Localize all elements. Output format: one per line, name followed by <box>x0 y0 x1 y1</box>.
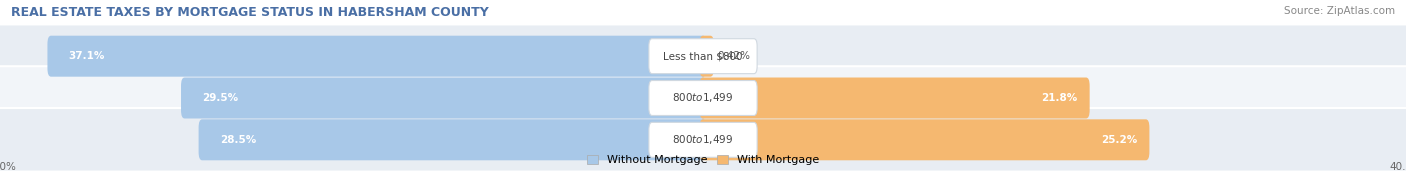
Text: $800 to $1,499: $800 to $1,499 <box>672 133 734 146</box>
Legend: Without Mortgage, With Mortgage: Without Mortgage, With Mortgage <box>588 155 818 165</box>
FancyBboxPatch shape <box>650 39 756 74</box>
FancyBboxPatch shape <box>650 122 756 157</box>
Text: Source: ZipAtlas.com: Source: ZipAtlas.com <box>1284 6 1395 16</box>
FancyBboxPatch shape <box>181 77 707 119</box>
FancyBboxPatch shape <box>198 119 707 160</box>
FancyBboxPatch shape <box>48 36 706 77</box>
Text: Less than $800: Less than $800 <box>664 51 742 61</box>
Text: 29.5%: 29.5% <box>202 93 238 103</box>
FancyBboxPatch shape <box>700 119 1150 160</box>
FancyBboxPatch shape <box>650 81 756 115</box>
Text: REAL ESTATE TAXES BY MORTGAGE STATUS IN HABERSHAM COUNTY: REAL ESTATE TAXES BY MORTGAGE STATUS IN … <box>11 6 489 19</box>
FancyBboxPatch shape <box>700 77 1090 119</box>
Text: 21.8%: 21.8% <box>1040 93 1077 103</box>
FancyBboxPatch shape <box>0 66 1406 130</box>
Text: 28.5%: 28.5% <box>219 135 256 145</box>
Text: 37.1%: 37.1% <box>69 51 105 61</box>
FancyBboxPatch shape <box>0 24 1406 88</box>
Text: 0.42%: 0.42% <box>717 51 751 61</box>
FancyBboxPatch shape <box>700 36 714 77</box>
Text: $800 to $1,499: $800 to $1,499 <box>672 92 734 104</box>
Text: 25.2%: 25.2% <box>1101 135 1137 145</box>
FancyBboxPatch shape <box>0 108 1406 172</box>
